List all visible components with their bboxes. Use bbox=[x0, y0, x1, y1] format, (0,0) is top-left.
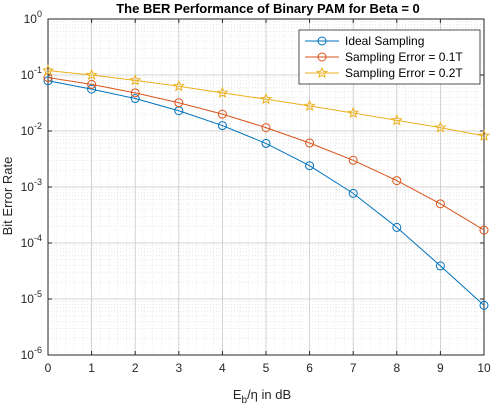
y-tick-label: 10-5 bbox=[21, 289, 42, 306]
data-point bbox=[130, 88, 140, 98]
data-point bbox=[217, 121, 227, 131]
data-point bbox=[217, 109, 227, 119]
y-tick-label-base: 10 bbox=[21, 124, 35, 138]
series-line bbox=[47, 80, 485, 306]
data-point bbox=[261, 123, 271, 133]
data-point bbox=[43, 76, 53, 86]
data-point bbox=[87, 84, 97, 94]
x-tick-label: 10 bbox=[477, 361, 491, 375]
data-point bbox=[43, 73, 53, 83]
data-point bbox=[174, 98, 184, 108]
data-point bbox=[348, 155, 358, 165]
data-point bbox=[479, 225, 489, 235]
y-tick-label: 10-3 bbox=[21, 177, 42, 194]
data-point bbox=[390, 113, 403, 126]
y-tick-label-exponent: -5 bbox=[34, 289, 42, 299]
y-tick-label: 10-6 bbox=[21, 345, 42, 362]
x-tick-label: 5 bbox=[263, 361, 270, 375]
data-point bbox=[261, 138, 271, 148]
y-tick-label-base: 10 bbox=[21, 180, 35, 194]
y-axis-label: Bit Error Rate bbox=[0, 157, 15, 236]
y-tick-label: 10-1 bbox=[21, 65, 42, 82]
data-point bbox=[479, 300, 489, 310]
data-point bbox=[259, 92, 273, 105]
series-2 bbox=[43, 73, 489, 235]
y-tick-label: 100 bbox=[24, 9, 42, 26]
x-axis-label-main: E bbox=[233, 387, 242, 402]
data-point bbox=[305, 138, 315, 148]
data-point bbox=[435, 199, 445, 209]
x-axis-label-rest: /η in dB bbox=[247, 387, 291, 402]
data-point bbox=[477, 129, 491, 141]
x-axis-label: Eb/η in dB bbox=[233, 387, 291, 406]
y-tick-label-exponent: -4 bbox=[34, 233, 42, 243]
legend-label: Ideal Sampling bbox=[345, 34, 424, 48]
data-point bbox=[129, 74, 142, 86]
y-tick-label-exponent: 0 bbox=[37, 9, 42, 19]
data-point bbox=[305, 161, 315, 171]
data-point bbox=[392, 176, 402, 186]
y-tick-label-exponent: -3 bbox=[34, 177, 42, 187]
legend: Ideal Sampling Sampling Error = 0.1T Sampl… bbox=[298, 29, 481, 85]
y-tick-label: 10-4 bbox=[21, 233, 42, 250]
data-point bbox=[172, 79, 185, 92]
data-point bbox=[85, 68, 98, 81]
y-tick-label-base: 10 bbox=[21, 68, 35, 82]
x-tick-label: 0 bbox=[45, 361, 52, 375]
data-point bbox=[41, 64, 55, 76]
legend-marker bbox=[317, 36, 327, 46]
x-tick-label: 6 bbox=[306, 361, 313, 375]
x-tick-label: 7 bbox=[350, 361, 357, 375]
y-tick-label-base: 10 bbox=[21, 348, 35, 362]
y-tick-label-base: 10 bbox=[21, 292, 35, 306]
x-tick-label: 4 bbox=[219, 361, 226, 375]
data-point bbox=[130, 94, 140, 104]
legend-marker bbox=[315, 66, 329, 79]
series bbox=[41, 64, 491, 310]
x-tick-label: 3 bbox=[175, 361, 182, 375]
y-tick-label-base: 10 bbox=[24, 12, 38, 26]
y-tick-label-exponent: -2 bbox=[34, 121, 42, 131]
y-tick-label-exponent: -6 bbox=[34, 345, 42, 355]
data-point bbox=[87, 79, 97, 89]
data-point bbox=[216, 86, 229, 98]
data-point bbox=[392, 222, 402, 232]
chart-title: The BER Performance of Binary PAM for Be… bbox=[116, 1, 420, 16]
x-tick-label: 1 bbox=[88, 361, 95, 375]
series-1 bbox=[43, 76, 489, 310]
y-tick-label-base: 10 bbox=[21, 236, 35, 250]
x-tick-label: 8 bbox=[393, 361, 400, 375]
x-tick-label: 2 bbox=[132, 361, 139, 375]
data-point bbox=[347, 106, 360, 119]
data-point bbox=[303, 99, 316, 112]
series-line bbox=[47, 77, 485, 231]
series-line bbox=[47, 70, 485, 137]
series-3 bbox=[41, 64, 491, 141]
x-axis-label-subscript: b bbox=[242, 395, 248, 406]
legend-label: Sampling Error = 0.2T bbox=[345, 66, 463, 80]
y-tick-label-exponent: -1 bbox=[34, 65, 42, 75]
x-tick-label: 9 bbox=[437, 361, 444, 375]
data-point bbox=[435, 261, 445, 271]
y-tick-label: 10-2 bbox=[21, 121, 42, 138]
axes bbox=[47, 18, 485, 356]
data-point bbox=[434, 121, 447, 133]
data-point bbox=[348, 188, 358, 198]
legend-marker bbox=[317, 52, 327, 62]
legend-label: Sampling Error = 0.1T bbox=[345, 50, 463, 64]
